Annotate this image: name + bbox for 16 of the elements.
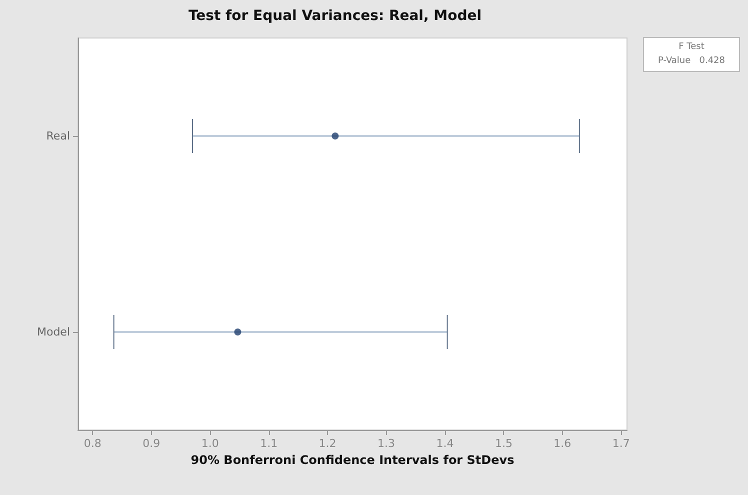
x-tick-label: 0.8 bbox=[84, 437, 102, 450]
x-tick-label: 1.0 bbox=[201, 437, 219, 450]
x-tick-label: 1.5 bbox=[494, 437, 512, 450]
x-tick-label: 0.9 bbox=[142, 437, 160, 450]
x-axis-title: 90% Bonferroni Confidence Intervals for StDevs bbox=[190, 453, 514, 467]
x-tick-label: 1.2 bbox=[318, 437, 336, 450]
x-tick-label: 1.6 bbox=[554, 437, 572, 450]
x-tick-label: 1.1 bbox=[260, 437, 278, 450]
y-tick-label: Real bbox=[46, 130, 70, 142]
y-tick-label: Model bbox=[36, 326, 70, 338]
x-tick-label: 1.3 bbox=[378, 437, 396, 450]
text: P-Value 0.428 bbox=[658, 56, 726, 66]
chart-title: Test for Equal Variances: Real, Model bbox=[188, 8, 482, 24]
x-tick-label: 1.7 bbox=[612, 437, 630, 450]
x-tick-label: 1.4 bbox=[436, 437, 454, 450]
text: F Test bbox=[678, 42, 705, 52]
